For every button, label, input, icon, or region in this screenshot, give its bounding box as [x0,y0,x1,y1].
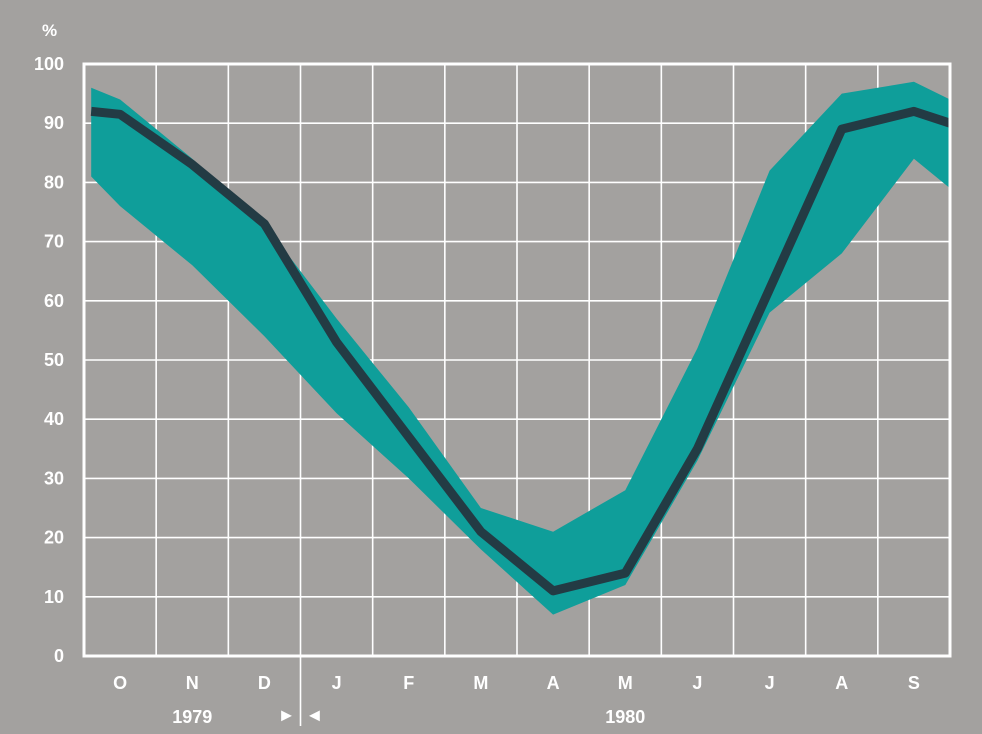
y-tick-label: 60 [44,291,64,311]
x-tick-label: J [332,673,342,693]
year-label-1979: 1979 [172,707,212,727]
x-tick-label: M [618,673,633,693]
x-tick-label: S [908,673,920,693]
y-tick-label: 70 [44,232,64,252]
y-tick-label: 10 [44,587,64,607]
y-tick-label: 100 [34,54,64,74]
x-tick-label: A [835,673,848,693]
year-divider-right-marker: ◄ [306,705,324,725]
x-tick-label: O [113,673,127,693]
x-tick-label: N [186,673,199,693]
x-tick-label: M [473,673,488,693]
plot-frame [82,62,952,658]
mean-line [90,106,952,596]
x-tick-label: D [258,673,271,693]
y-tick-label: 20 [44,528,64,548]
x-tick-label: A [547,673,560,693]
y-axis-unit: % [42,21,57,40]
y-tick-label: 0 [54,646,64,666]
range-band [91,81,950,615]
x-tick-label: J [692,673,702,693]
year-labels: 1979 1980 [172,707,645,727]
year-divider-left-marker: ► [278,705,296,725]
x-tick-label: F [403,673,414,693]
y-tick-label: 40 [44,409,64,429]
year-label-1980: 1980 [605,707,645,727]
y-tick-label: 30 [44,468,64,488]
y-tick-label: 50 [44,350,64,370]
y-tick-label: 90 [44,113,64,133]
year-divider: ► ◄ [278,656,324,726]
y-tick-label: 80 [44,172,64,192]
y-axis-ticks: 0 10 20 30 40 50 60 70 80 90 100 [34,54,64,666]
x-tick-label: J [765,673,775,693]
